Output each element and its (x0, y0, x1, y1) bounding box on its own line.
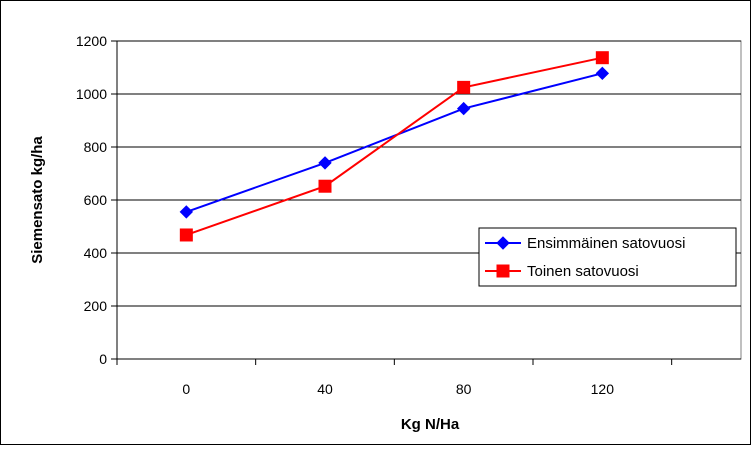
x-tick-label: 0 (182, 381, 190, 397)
axes (111, 40, 741, 365)
data-point-series-1 (179, 205, 194, 219)
data-point-series-1 (595, 66, 610, 81)
legend-marker-1 (496, 236, 510, 250)
legend-box (478, 227, 737, 287)
data-point-series-1 (456, 101, 471, 116)
x-tick-label: 120 (591, 381, 615, 397)
x-tick-label: 40 (317, 381, 333, 397)
legend-label-2: Toinen satovuosi (527, 263, 639, 280)
legend-marker-2 (496, 264, 510, 278)
y-tick-label: 800 (84, 139, 108, 155)
x-tick-label: 80 (456, 381, 472, 397)
grid-lines (117, 40, 741, 307)
data-point-series-2 (595, 51, 609, 65)
x-tick-labels: 0 40 80 120 (182, 381, 614, 397)
x-axis-title: Kg N/Ha (401, 416, 460, 433)
y-tick-label: 1000 (76, 86, 107, 102)
y-tick-label: 0 (99, 351, 107, 367)
series-group (179, 51, 610, 242)
y-tick-label: 400 (84, 245, 108, 261)
series-line-2 (186, 56, 603, 236)
data-point-series-1 (318, 156, 332, 170)
data-point-series-2 (318, 179, 332, 193)
data-point-series-2 (457, 80, 471, 94)
y-tick-label: 600 (84, 192, 108, 208)
data-point-series-2 (179, 228, 193, 242)
legend: Ensimmäinen satovuosi Toinen satovuosi (478, 227, 737, 287)
y-tick-label: 1200 (76, 33, 107, 49)
y-tick-label: 200 (84, 298, 108, 314)
legend-label-1: Ensimmäinen satovuosi (527, 235, 685, 252)
y-axis-title: Siemensato kg/ha (29, 136, 46, 264)
y-tick-labels: 0 200 400 600 800 1000 1200 (76, 33, 107, 367)
